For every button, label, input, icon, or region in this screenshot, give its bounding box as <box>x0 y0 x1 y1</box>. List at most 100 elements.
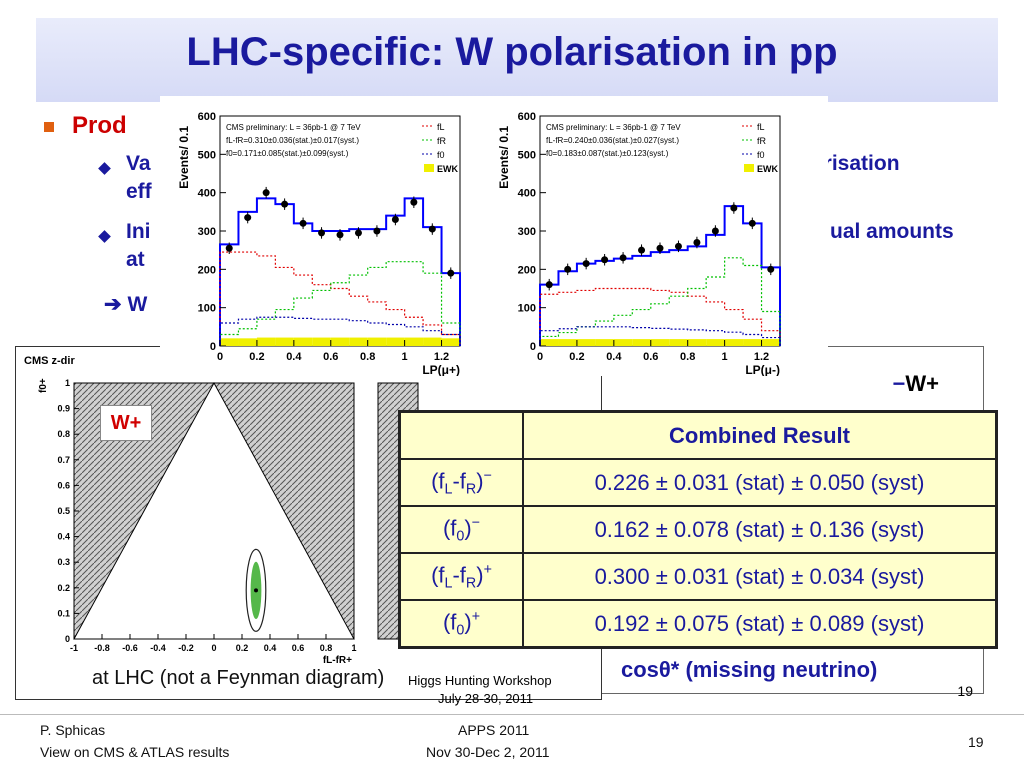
data-point <box>447 269 455 277</box>
table-row: (fL-fR)− 0.226 ± 0.031 (stat) ± 0.050 (s… <box>398 458 998 507</box>
cms-zdir-label: CMS z-dir <box>24 355 75 367</box>
arrow-bullet: ➔ W <box>104 292 147 317</box>
x-tick-label: 0.4 <box>286 351 302 363</box>
x-tick-label: 0.6 <box>292 643 305 653</box>
sub-bullet-2b: at <box>126 248 145 271</box>
legend-swatch <box>424 164 434 172</box>
x-axis-label: LP(μ-) <box>745 363 780 376</box>
plot-frame <box>539 115 781 347</box>
data-point <box>711 227 719 235</box>
data-point <box>693 239 701 246</box>
annotation: f0=0.183±0.087(stat.)±0.123(syst.) <box>546 149 669 158</box>
ewk-bar <box>613 339 633 346</box>
row-label: (f0)+ <box>398 599 524 649</box>
x-tick-label: -0.8 <box>94 643 110 653</box>
data-point <box>281 200 289 208</box>
sub-bullet-1-tail: arisation <box>812 152 900 175</box>
diamond-bullet-icon <box>98 230 111 243</box>
row-value: 0.162 ± 0.078 (stat) ± 0.136 (syst) <box>522 505 998 554</box>
bullet-square-icon <box>44 121 54 132</box>
legend-label: fL <box>757 122 765 132</box>
data-point <box>564 265 572 273</box>
data-point <box>373 227 381 235</box>
ewk-bar <box>724 339 744 346</box>
x-tick-label: 0.6 <box>643 351 658 363</box>
x-tick-label: 0.2 <box>569 351 584 363</box>
y-tick-label: 400 <box>198 188 216 200</box>
series-f0 <box>219 316 461 346</box>
y-tick-label: 0.8 <box>57 429 70 439</box>
measured-point <box>254 588 258 593</box>
ewk-bar <box>576 339 596 346</box>
y-tick-label: 0.6 <box>57 480 70 490</box>
x-tick-label: 1.2 <box>434 351 449 363</box>
ewk-bar <box>632 339 651 346</box>
data-point <box>244 214 252 222</box>
annotation: CMS preliminary: L = 36pb-1 @ 7 TeV <box>226 123 361 132</box>
series-fL <box>539 287 781 346</box>
x-tick-label: 1.2 <box>754 351 769 363</box>
x-tick-label: 0 <box>211 643 216 653</box>
x-axis-label: fL-fR+ <box>323 655 352 666</box>
y-tick-label: 100 <box>518 303 536 315</box>
row-value: 0.300 ± 0.031 (stat) ± 0.034 (syst) <box>522 552 998 601</box>
footer-divider <box>0 714 1024 715</box>
x-tick-label: 0.8 <box>680 351 695 363</box>
legend-label: fL <box>437 122 445 132</box>
annotation: fL-fR=0.240±0.036(stat.)±0.027(syst.) <box>546 136 679 145</box>
x-tick-label: 1 <box>722 351 728 363</box>
y-tick-label: 0.3 <box>57 557 70 567</box>
legend-label: f0 <box>757 150 765 160</box>
annotation: f0=0.171±0.085(stat.)±0.099(syst.) <box>226 149 349 158</box>
ewk-bar <box>220 338 239 346</box>
x-tick-label: 0.6 <box>323 351 338 363</box>
y-axis-label: Events/ 0.1 <box>497 126 511 189</box>
x-tick-label: 0.4 <box>264 643 277 653</box>
y-tick-label: 600 <box>518 111 536 123</box>
table-header: Combined Result <box>522 410 998 460</box>
sub-bullet-2a: Ini <box>126 220 151 243</box>
x-tick-label: -0.6 <box>122 643 138 653</box>
x-tick-label: -1 <box>70 643 78 653</box>
combined-result-table: Combined Result (fL-fR)− 0.226 ± 0.031 (… <box>398 410 998 649</box>
sub-bullet-1b: eff <box>126 180 152 203</box>
x-tick-label: 1 <box>402 351 408 363</box>
inner-page-number: 19 <box>957 683 973 699</box>
data-point <box>674 242 682 250</box>
ewk-bar <box>293 337 313 346</box>
table-header-row: Combined Result <box>398 410 998 460</box>
sub-bullet-1a: Va <box>126 152 151 175</box>
ewk-bar <box>687 339 707 346</box>
ewk-bar <box>404 337 424 346</box>
x-tick-label: -0.4 <box>150 643 166 653</box>
x-tick-label: 1 <box>351 643 356 653</box>
row-value: 0.226 ± 0.031 (stat) ± 0.050 (syst) <box>522 458 998 507</box>
sub-bullet-2-tail: ual amounts <box>830 220 954 243</box>
data-point <box>601 256 609 264</box>
legend-label: f0 <box>437 150 445 160</box>
workshop-line-2: July 28-30, 2011 <box>438 691 534 706</box>
x-tick-label: 0.4 <box>606 351 622 363</box>
y-axis-label: Events/ 0.1 <box>177 126 191 189</box>
x-tick-label: 0.8 <box>320 643 333 653</box>
ewk-bar <box>540 339 559 346</box>
table-row: (fL-fR)+ 0.300 ± 0.031 (stat) ± 0.034 (s… <box>398 552 998 601</box>
row-value: 0.192 ± 0.075 (stat) ± 0.089 (syst) <box>522 599 998 649</box>
right-header: −W+ <box>892 371 939 396</box>
data-point <box>767 265 775 273</box>
data-point <box>262 189 270 197</box>
bullet-main-text: Prod <box>72 112 127 139</box>
series-fL <box>219 251 461 346</box>
ewk-bar <box>761 339 780 346</box>
data-point <box>410 198 418 206</box>
series-fR <box>539 257 781 346</box>
legend-label: fR <box>757 136 767 146</box>
data-point <box>582 260 590 268</box>
y-axis-label: f0+ <box>38 378 49 393</box>
ewk-bar <box>312 337 331 346</box>
table-corner-cell <box>398 410 524 460</box>
x-tick-label: -0.2 <box>178 643 194 653</box>
confidence-contour-outer <box>245 548 267 632</box>
title-band <box>36 18 998 102</box>
